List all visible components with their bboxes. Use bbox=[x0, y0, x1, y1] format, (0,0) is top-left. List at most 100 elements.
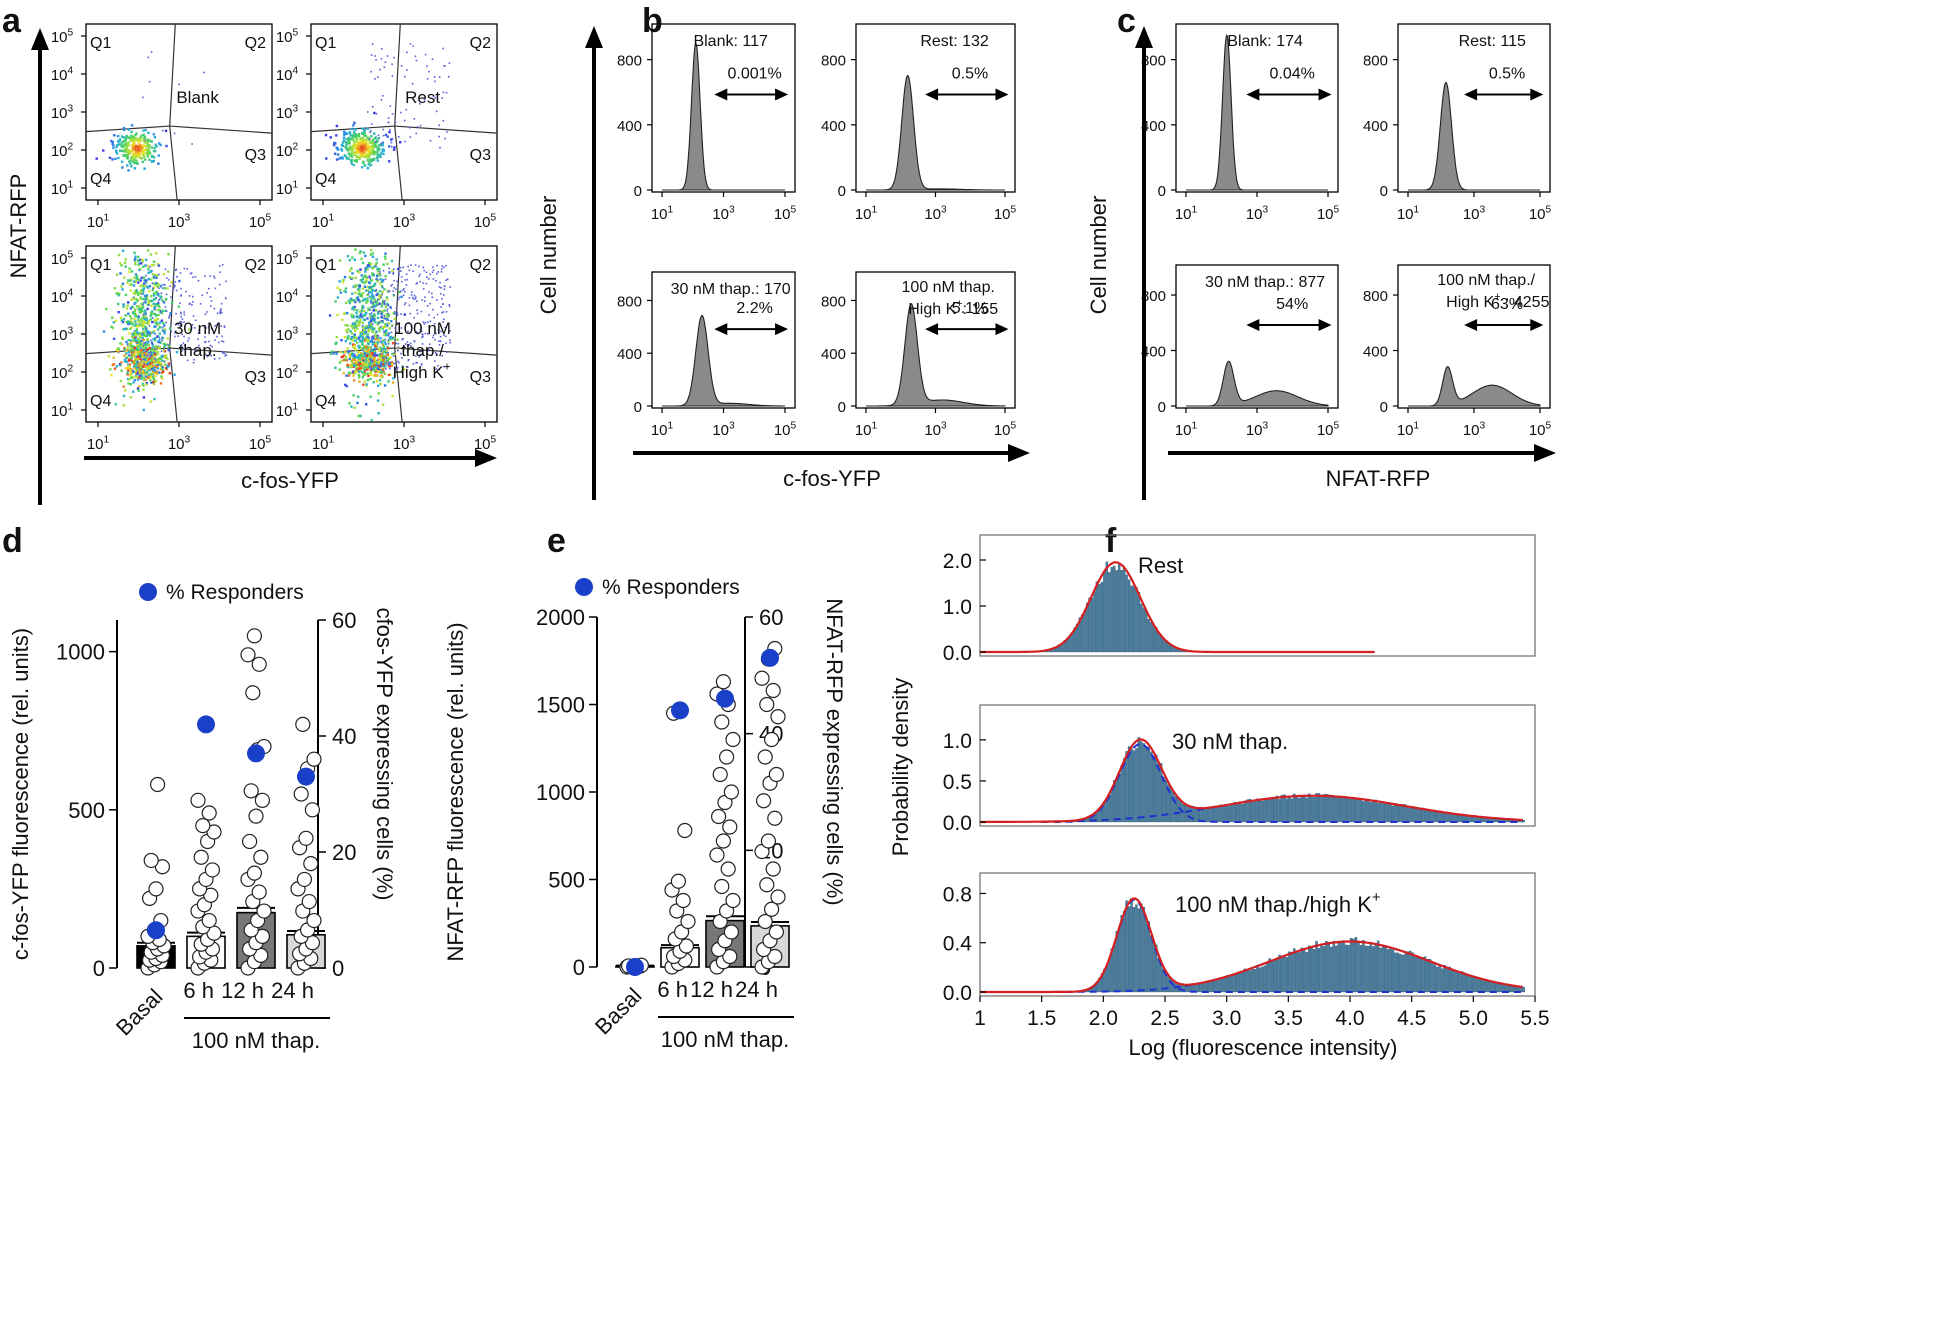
scatter-dot bbox=[112, 356, 115, 359]
panel-c-gate-arrow-left-head bbox=[1246, 88, 1260, 101]
scatter-dot bbox=[374, 262, 378, 266]
scatter-dot bbox=[108, 156, 112, 159]
scatter-dot bbox=[135, 339, 138, 342]
scatter-dot-sparse bbox=[410, 264, 412, 266]
panel-c-gate-arrow-left-head bbox=[1246, 319, 1260, 332]
scatter-dot bbox=[158, 321, 162, 324]
scatter-dot bbox=[177, 305, 180, 308]
scatter-dot-sparse bbox=[194, 319, 197, 322]
panel-f-y-tick-label: 0.8 bbox=[943, 883, 972, 906]
scatter-dot-sparse bbox=[185, 290, 187, 293]
scatter-dot bbox=[129, 383, 132, 386]
scatter-dot bbox=[115, 348, 118, 352]
scatter-dot bbox=[149, 361, 152, 364]
scatter-dot bbox=[371, 266, 374, 270]
scatter-dot-sparse bbox=[386, 363, 389, 366]
scatter-dot bbox=[368, 295, 372, 298]
scatter-dot bbox=[143, 167, 146, 170]
scatter-dot bbox=[122, 318, 126, 321]
panel-b-y-axis-arrow-head bbox=[585, 26, 603, 48]
scatter-dot bbox=[361, 331, 364, 334]
panel-f-y-tick-label: 2.0 bbox=[943, 550, 972, 573]
scatter-dot bbox=[357, 336, 361, 339]
scatter-dot-sparse bbox=[419, 280, 421, 283]
scatter-dot bbox=[349, 297, 353, 300]
panel-f-histogram-bar bbox=[1423, 956, 1427, 993]
scatter-dot bbox=[382, 363, 385, 366]
scatter-dot bbox=[369, 279, 373, 282]
scatter-dot-sparse bbox=[408, 344, 410, 346]
scatter-dot-sparse bbox=[412, 45, 414, 47]
scatter-dot bbox=[368, 352, 371, 355]
scatter-dot bbox=[129, 279, 132, 282]
scatter-dot bbox=[360, 312, 363, 315]
scatter-dot bbox=[359, 347, 363, 350]
scatter-dot-sparse bbox=[145, 295, 147, 298]
panel-c-x-tick-label: 101 bbox=[1397, 204, 1420, 223]
panel-f-histogram-bar bbox=[1145, 918, 1148, 993]
scatter-dot bbox=[356, 356, 359, 359]
scatter-dot bbox=[364, 268, 367, 272]
panel-f-histogram-bar bbox=[1273, 797, 1276, 823]
panel-c-x-axis-arrow-head bbox=[1534, 444, 1556, 462]
scatter-dot bbox=[130, 347, 133, 350]
panel-b-ylabel: Cell number bbox=[536, 196, 561, 315]
scatter-dot-sparse bbox=[143, 353, 146, 356]
panel-e-data-point bbox=[723, 784, 740, 800]
scatter-dot bbox=[152, 378, 156, 381]
panel-f-histogram-bar bbox=[1485, 979, 1488, 993]
panel-f-histogram-bar bbox=[1159, 763, 1163, 823]
scatter-dot bbox=[119, 379, 122, 383]
panel-f-histogram-bar bbox=[1342, 798, 1345, 823]
scatter-dot bbox=[370, 141, 373, 144]
scatter-dot-sparse bbox=[169, 313, 171, 316]
panel-f-histogram-bar bbox=[1154, 944, 1158, 993]
panel-f-plot-1: 0.01.02.0 Rest bbox=[943, 534, 1536, 665]
scatter-dot bbox=[378, 297, 381, 300]
scatter-dot bbox=[147, 286, 150, 289]
scatter-dot-sparse bbox=[155, 281, 157, 284]
scatter-dot bbox=[136, 387, 140, 390]
panel-f-histogram-bar bbox=[1224, 976, 1227, 993]
scatter-dot-sparse bbox=[442, 119, 445, 122]
panel-f-histogram-bar bbox=[1320, 943, 1323, 993]
scatter-dot-sparse bbox=[190, 326, 193, 329]
scatter-dot bbox=[153, 306, 156, 309]
scatter-dot bbox=[371, 139, 374, 143]
scatter-dot-sparse bbox=[394, 368, 397, 370]
scatter-dot bbox=[157, 162, 160, 165]
scatter-dot bbox=[117, 143, 121, 146]
panel-a-x-tick-label: 105 bbox=[249, 434, 272, 453]
scatter-dot bbox=[357, 374, 361, 377]
panel-c-y-tick-label: 800 bbox=[1141, 288, 1166, 305]
panel-f-x-tick-label: 2.0 bbox=[1089, 1007, 1118, 1030]
scatter-dot bbox=[135, 276, 138, 280]
scatter-dot bbox=[147, 366, 150, 370]
panel-f-component-fit-1 bbox=[1041, 742, 1523, 823]
panel-f-histogram-bar bbox=[1182, 804, 1185, 823]
scatter-dot bbox=[136, 345, 139, 348]
scatter-dot bbox=[358, 316, 361, 319]
scatter-dot-sparse bbox=[151, 343, 154, 345]
scatter-dot bbox=[131, 305, 134, 308]
scatter-dot bbox=[167, 349, 170, 352]
panel-f-x-tick-label: 2.5 bbox=[1150, 1007, 1179, 1030]
panel-e-data-point bbox=[757, 749, 773, 765]
scatter-dot bbox=[142, 328, 145, 331]
scatter-dot-sparse bbox=[160, 310, 162, 313]
scatter-dot bbox=[126, 304, 129, 307]
scatter-dot bbox=[364, 368, 367, 371]
scatter-dot bbox=[359, 314, 362, 317]
panel-f-histogram-bar bbox=[1428, 959, 1432, 993]
panel-f-histogram-bar bbox=[1332, 940, 1335, 993]
scatter-dot bbox=[332, 352, 335, 355]
scatter-dot bbox=[386, 135, 389, 138]
panel-f-histogram-bar bbox=[1386, 802, 1390, 823]
scatter-dot bbox=[152, 351, 155, 354]
scatter-dot bbox=[149, 278, 153, 281]
panel-f-histogram-bar bbox=[1209, 980, 1212, 993]
scatter-dot bbox=[137, 278, 140, 281]
quadrant-q3-label: Q3 bbox=[470, 147, 491, 164]
panel-f-histogram-bar bbox=[1359, 945, 1363, 993]
